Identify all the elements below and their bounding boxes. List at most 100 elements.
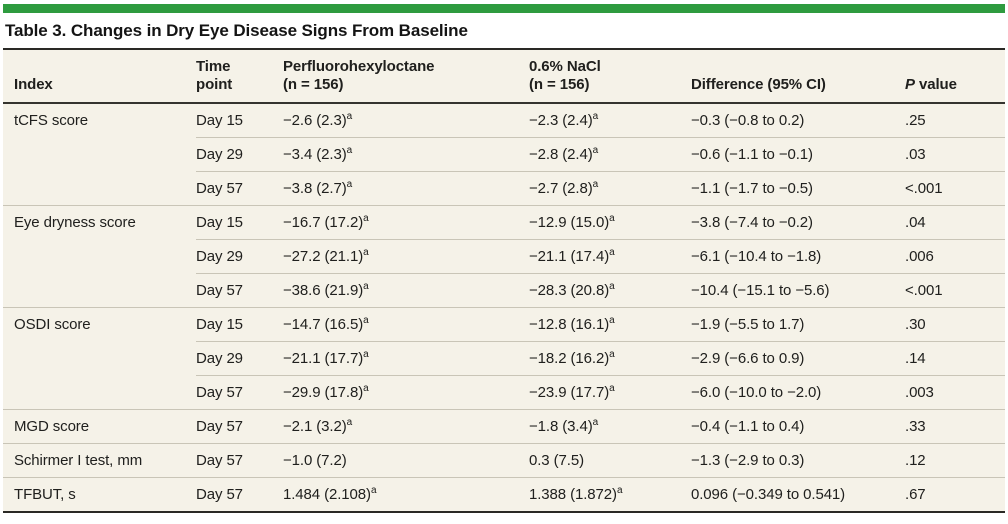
- pfho-value: −2.1 (3.2)a: [283, 409, 529, 444]
- difference-value: −1.9 (−5.5 to 1.7): [691, 307, 905, 342]
- p-value: .14: [905, 341, 1005, 376]
- row-time-point: Day 57: [196, 409, 283, 444]
- difference-value: −2.9 (−6.6 to 0.9): [691, 341, 905, 376]
- row-time-point: Day 29: [196, 137, 283, 172]
- p-value: <.001: [905, 273, 1005, 308]
- col-header-index: Index: [3, 49, 196, 104]
- footnote-marker: a: [592, 145, 599, 156]
- table-row: Day 57 −29.9 (17.8)a −23.9 (17.7)a −6.0 (−1…: [3, 375, 1005, 410]
- footnote-marker: a: [346, 145, 353, 156]
- row-index-label: Schirmer I test, mm: [3, 443, 196, 478]
- footnote-marker: a: [363, 383, 369, 394]
- nacl-value: −2.8 (2.4)a: [529, 137, 691, 172]
- footnote-marker: a: [592, 179, 599, 190]
- pfho-value: −29.9 (17.8)a: [283, 375, 529, 410]
- nacl-value: −23.9 (17.7)a: [529, 375, 691, 410]
- table-row: MGD score Day 57 −2.1 (3.2)a −1.8 (3.4)a −0.…: [3, 409, 1005, 444]
- table-row: Day 29 −3.4 (2.3)a −2.8 (2.4)a −0.6 (−1.1 t…: [3, 137, 1005, 172]
- row-index-label: [3, 341, 196, 376]
- difference-value: −3.8 (−7.4 to −0.2): [691, 205, 905, 240]
- row-time-point: Day 57: [196, 273, 283, 308]
- difference-value: −0.3 (−0.8 to 0.2): [691, 103, 905, 138]
- difference-value: −6.0 (−10.0 to −2.0): [691, 375, 905, 410]
- pfho-value: −27.2 (21.1)a: [283, 239, 529, 274]
- p-value: <.001: [905, 171, 1005, 206]
- pfho-value: −3.8 (2.7)a: [283, 171, 529, 206]
- row-index-label: MGD score: [3, 409, 196, 444]
- footnote-marker: a: [609, 247, 615, 258]
- nacl-value: −2.7 (2.8)a: [529, 171, 691, 206]
- pfho-value: −38.6 (21.9)a: [283, 273, 529, 308]
- footnote-marker: a: [346, 111, 353, 122]
- table-title: Table 3. Changes in Dry Eye Disease Sign…: [5, 21, 468, 40]
- table-row: Day 57 −38.6 (21.9)a −28.3 (20.8)a −10.4 (−…: [3, 273, 1005, 308]
- col-header-nacl: 0.6% NaCl (n = 156): [529, 49, 691, 104]
- table-row: Day 57 −3.8 (2.7)a −2.7 (2.8)a −1.1 (−1.7 t…: [3, 171, 1005, 206]
- col-header-perfluorohexyloctane: Perfluorohexyloctane (n = 156): [283, 49, 529, 104]
- row-index-label: OSDI score: [3, 307, 196, 342]
- p-value: .04: [905, 205, 1005, 240]
- p-value: .33: [905, 409, 1005, 444]
- difference-value: −10.4 (−15.1 to −5.6): [691, 273, 905, 308]
- row-index-label: [3, 239, 196, 274]
- col-header-time-point: Time point: [196, 49, 283, 104]
- row-time-point: Day 57: [196, 443, 283, 478]
- row-index-label: [3, 137, 196, 172]
- table-row: tCFS score Day 15 −2.6 (2.3)a −2.3 (2.4)a −0…: [3, 103, 1005, 138]
- p-value: .67: [905, 477, 1005, 512]
- pfho-value: −1.0 (7.2): [283, 443, 529, 478]
- footnote-marker: a: [616, 485, 623, 496]
- pfho-value: −16.7 (17.2)a: [283, 205, 529, 240]
- difference-value: −0.6 (−1.1 to −0.1): [691, 137, 905, 172]
- table-accent-bar: [3, 4, 1005, 13]
- footnote-marker: a: [609, 383, 615, 394]
- row-index-label: [3, 171, 196, 206]
- col-header-index-label: Index: [14, 76, 53, 93]
- row-time-point: Day 29: [196, 341, 283, 376]
- row-index-label: tCFS score: [3, 103, 196, 138]
- footnote-marker: a: [346, 179, 353, 190]
- pfho-value: −14.7 (16.5)a: [283, 307, 529, 342]
- table-body: tCFS score Day 15 −2.6 (2.3)a −2.3 (2.4)a −0…: [3, 103, 1005, 512]
- table-row: Day 29 −27.2 (21.1)a −21.1 (17.4)a −6.1 (−1…: [3, 239, 1005, 274]
- difference-value: −6.1 (−10.4 to −1.8): [691, 239, 905, 274]
- difference-value: 0.096 (−0.349 to 0.541): [691, 477, 905, 512]
- footnote-marker: a: [363, 315, 369, 326]
- row-time-point: Day 15: [196, 103, 283, 138]
- table-row: Schirmer I test, mm Day 57 −1.0 (7.2) 0.3 (…: [3, 443, 1005, 478]
- p-value: .25: [905, 103, 1005, 138]
- p-value: .12: [905, 443, 1005, 478]
- pfho-value: −3.4 (2.3)a: [283, 137, 529, 172]
- nacl-value: −1.8 (3.4)a: [529, 409, 691, 444]
- footnote-marker: a: [363, 349, 369, 360]
- nacl-value: −21.1 (17.4)a: [529, 239, 691, 274]
- pfho-value: 1.484 (2.108)a: [283, 477, 529, 512]
- row-index-label: Eye dryness score: [3, 205, 196, 240]
- p-value: .003: [905, 375, 1005, 410]
- footnote-marker: a: [609, 349, 615, 360]
- footnote-marker: a: [363, 281, 369, 292]
- row-index-label: [3, 375, 196, 410]
- col-header-difference: Difference (95% CI): [691, 49, 905, 104]
- footnote-marker: a: [592, 111, 599, 122]
- row-time-point: Day 57: [196, 171, 283, 206]
- footnote-marker: a: [370, 485, 377, 496]
- nacl-value: −2.3 (2.4)a: [529, 103, 691, 138]
- row-index-label: TFBUT, s: [3, 477, 196, 512]
- difference-value: −0.4 (−1.1 to 0.4): [691, 409, 905, 444]
- table-header-row: Index Time point Perfluorohexyloctane (n…: [3, 49, 1005, 104]
- footnote-marker: a: [609, 315, 615, 326]
- row-time-point: Day 57: [196, 375, 283, 410]
- nacl-value: 1.388 (1.872)a: [529, 477, 691, 512]
- table-row: Eye dryness score Day 15 −16.7 (17.2)a −12.…: [3, 205, 1005, 240]
- row-time-point: Day 15: [196, 307, 283, 342]
- dry-eye-signs-table: Index Time point Perfluorohexyloctane (n…: [3, 48, 1005, 513]
- p-value: .30: [905, 307, 1005, 342]
- footnote-marker: a: [609, 213, 615, 224]
- nacl-value: 0.3 (7.5): [529, 443, 691, 478]
- table-row: TFBUT, s Day 57 1.484 (2.108)a 1.388 (1.872…: [3, 477, 1005, 512]
- row-index-label: [3, 273, 196, 308]
- nacl-value: −12.8 (16.1)a: [529, 307, 691, 342]
- row-time-point: Day 57: [196, 477, 283, 512]
